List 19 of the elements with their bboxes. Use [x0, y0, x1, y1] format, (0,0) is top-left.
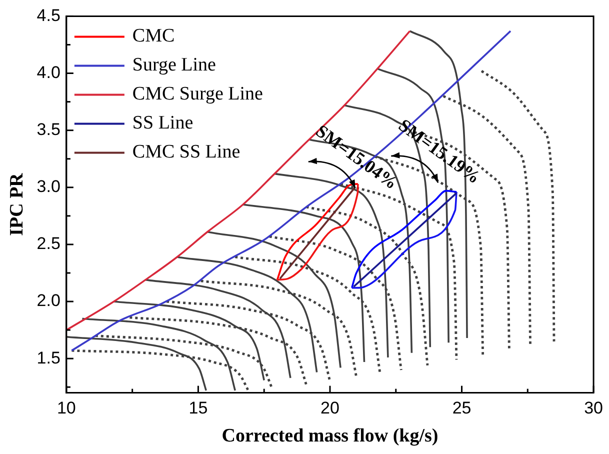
- x-tick-label: 20: [320, 398, 340, 418]
- x-tick-label: 15: [188, 398, 208, 418]
- x-axis-title: Corrected mass flow (kg/s): [222, 426, 438, 447]
- x-tick-label: 30: [584, 398, 604, 418]
- y-tick-label: 3.5: [36, 120, 60, 140]
- y-tick-label: 1.5: [36, 348, 60, 368]
- y-tick-label: 2.0: [36, 291, 60, 310]
- x-tick-label: 25: [452, 398, 472, 418]
- legend-label: Surge Line: [132, 54, 216, 76]
- legend-label: SS Line: [132, 112, 194, 134]
- legend-label: CMC SS Line: [132, 142, 240, 163]
- y-tick-label: 3.0: [36, 177, 60, 196]
- legend-label: CMC Surge Line: [132, 84, 263, 105]
- y-tick-label: 4.0: [36, 62, 60, 82]
- y-tick-label: 4.5: [36, 6, 60, 25]
- x-tick-label: 10: [56, 398, 76, 418]
- y-tick-label: 2.5: [36, 234, 60, 254]
- legend-label: CMC: [132, 26, 175, 47]
- y-axis-title: IPC PR: [6, 172, 28, 236]
